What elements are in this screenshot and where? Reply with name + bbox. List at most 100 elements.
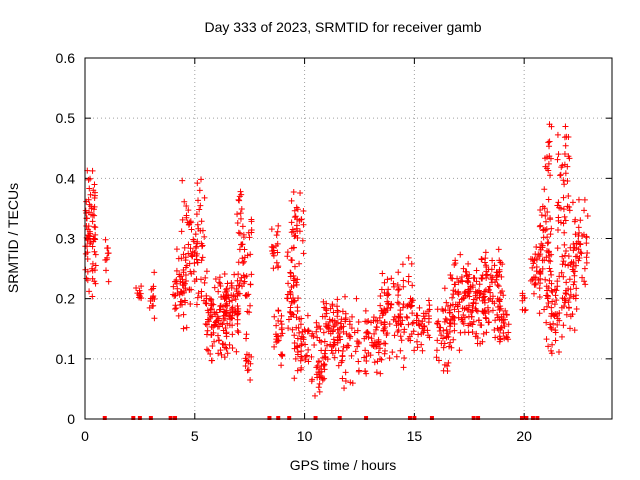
data-point [91, 278, 98, 285]
data-point [553, 297, 560, 304]
data-point [294, 206, 301, 213]
data-point [247, 281, 254, 288]
data-point [84, 255, 91, 262]
data-point [535, 277, 542, 284]
data-point [178, 273, 185, 280]
data-point [294, 367, 301, 374]
data-point [314, 362, 321, 369]
data-point [294, 348, 301, 355]
data-point [234, 311, 241, 318]
data-point [485, 308, 492, 315]
data-point [455, 291, 462, 298]
data-point [398, 321, 405, 328]
data-point [544, 240, 551, 247]
data-point [284, 253, 291, 260]
data-point [445, 359, 452, 366]
data-point [361, 354, 368, 361]
data-point [335, 362, 342, 369]
data-point [549, 341, 556, 348]
data-point [414, 338, 421, 345]
data-point [560, 258, 567, 265]
y-tick-label: 0.6 [56, 50, 76, 66]
data-point [395, 286, 402, 293]
data-point [287, 270, 294, 277]
data-point [425, 319, 432, 326]
data-point [551, 286, 558, 293]
data-point [435, 318, 442, 325]
data-point [202, 274, 209, 281]
data-point [485, 297, 492, 304]
zero-data-point [131, 416, 136, 420]
chart-title: Day 333 of 2023, SRMTID for receiver gam… [204, 19, 481, 35]
data-point [409, 282, 416, 289]
data-point [451, 314, 458, 321]
data-point [363, 370, 370, 377]
data-point [540, 234, 547, 241]
data-point [563, 311, 570, 318]
data-point [421, 322, 428, 329]
data-point [297, 321, 304, 328]
data-point [557, 172, 564, 179]
data-point [378, 319, 385, 326]
data-point [194, 294, 201, 301]
data-point [273, 339, 280, 346]
data-point [229, 297, 236, 304]
data-point [537, 269, 544, 276]
data-point [342, 310, 349, 317]
data-point [204, 327, 211, 334]
data-point [136, 294, 143, 301]
data-point [209, 342, 216, 349]
data-point [464, 306, 471, 313]
data-point [482, 255, 489, 262]
data-point [522, 306, 529, 313]
data-point [390, 280, 397, 287]
data-point [577, 217, 584, 224]
data-point [92, 224, 99, 231]
data-point [353, 295, 360, 302]
data-point [571, 218, 578, 225]
data-point [335, 330, 342, 337]
data-point [186, 260, 193, 267]
data-point [474, 334, 481, 341]
data-point [91, 223, 98, 230]
data-point [278, 312, 285, 319]
data-point [377, 302, 384, 309]
data-point [273, 259, 280, 266]
data-point [238, 241, 245, 248]
data-point [192, 245, 199, 252]
data-point [298, 355, 305, 362]
data-point [234, 220, 241, 227]
data-point [331, 321, 338, 328]
data-point [416, 304, 423, 311]
data-point [84, 226, 91, 233]
data-point [459, 318, 466, 325]
data-point [287, 304, 294, 311]
data-point [413, 312, 420, 319]
data-point [461, 294, 468, 301]
data-point [493, 273, 500, 280]
data-point [201, 194, 208, 201]
data-point [552, 292, 559, 299]
data-point [500, 292, 507, 299]
data-point [463, 272, 470, 279]
zero-data-point [429, 416, 434, 420]
data-point [324, 356, 331, 363]
data-point [476, 281, 483, 288]
data-point [321, 338, 328, 345]
data-point [234, 327, 241, 334]
data-point [546, 121, 553, 128]
data-point [241, 246, 248, 253]
data-point [294, 234, 301, 241]
data-point [400, 364, 407, 371]
data-point [449, 294, 456, 301]
data-point [570, 268, 577, 275]
data-point [224, 285, 231, 292]
data-point [394, 328, 401, 335]
data-point [547, 216, 554, 223]
data-point [179, 177, 186, 184]
zero-data-point [530, 416, 535, 420]
data-point [384, 305, 391, 312]
data-point [274, 228, 281, 235]
data-point [543, 226, 550, 233]
